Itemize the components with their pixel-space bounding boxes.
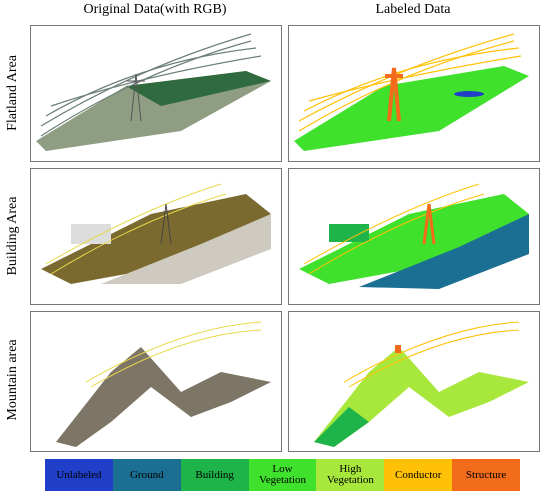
- panel-image: [288, 25, 540, 162]
- row-label: Building Area: [5, 196, 20, 276]
- panel-image: [30, 25, 282, 162]
- legend-item: Conductor: [384, 459, 453, 491]
- legend: Unlabeled Ground Building Low Vegetation Hig…: [45, 459, 521, 491]
- panel-image: [288, 311, 540, 452]
- legend-item: High Vegetation: [316, 459, 385, 491]
- legend-item: Low Vegetation: [248, 459, 317, 491]
- column-header: Original Data(with RGB): [83, 2, 227, 17]
- row-label: Mountain area: [5, 339, 20, 421]
- legend-item: Unlabeled: [45, 459, 113, 491]
- legend-item: Building: [180, 459, 249, 491]
- panel-image: [288, 168, 540, 305]
- legend-item: Ground: [112, 459, 181, 491]
- column-header: Labeled Data: [375, 2, 451, 17]
- panel-image: [30, 311, 282, 452]
- panel-image: [30, 168, 282, 305]
- legend-item: Structure: [452, 459, 521, 491]
- row-label: Flatland Area: [5, 55, 20, 131]
